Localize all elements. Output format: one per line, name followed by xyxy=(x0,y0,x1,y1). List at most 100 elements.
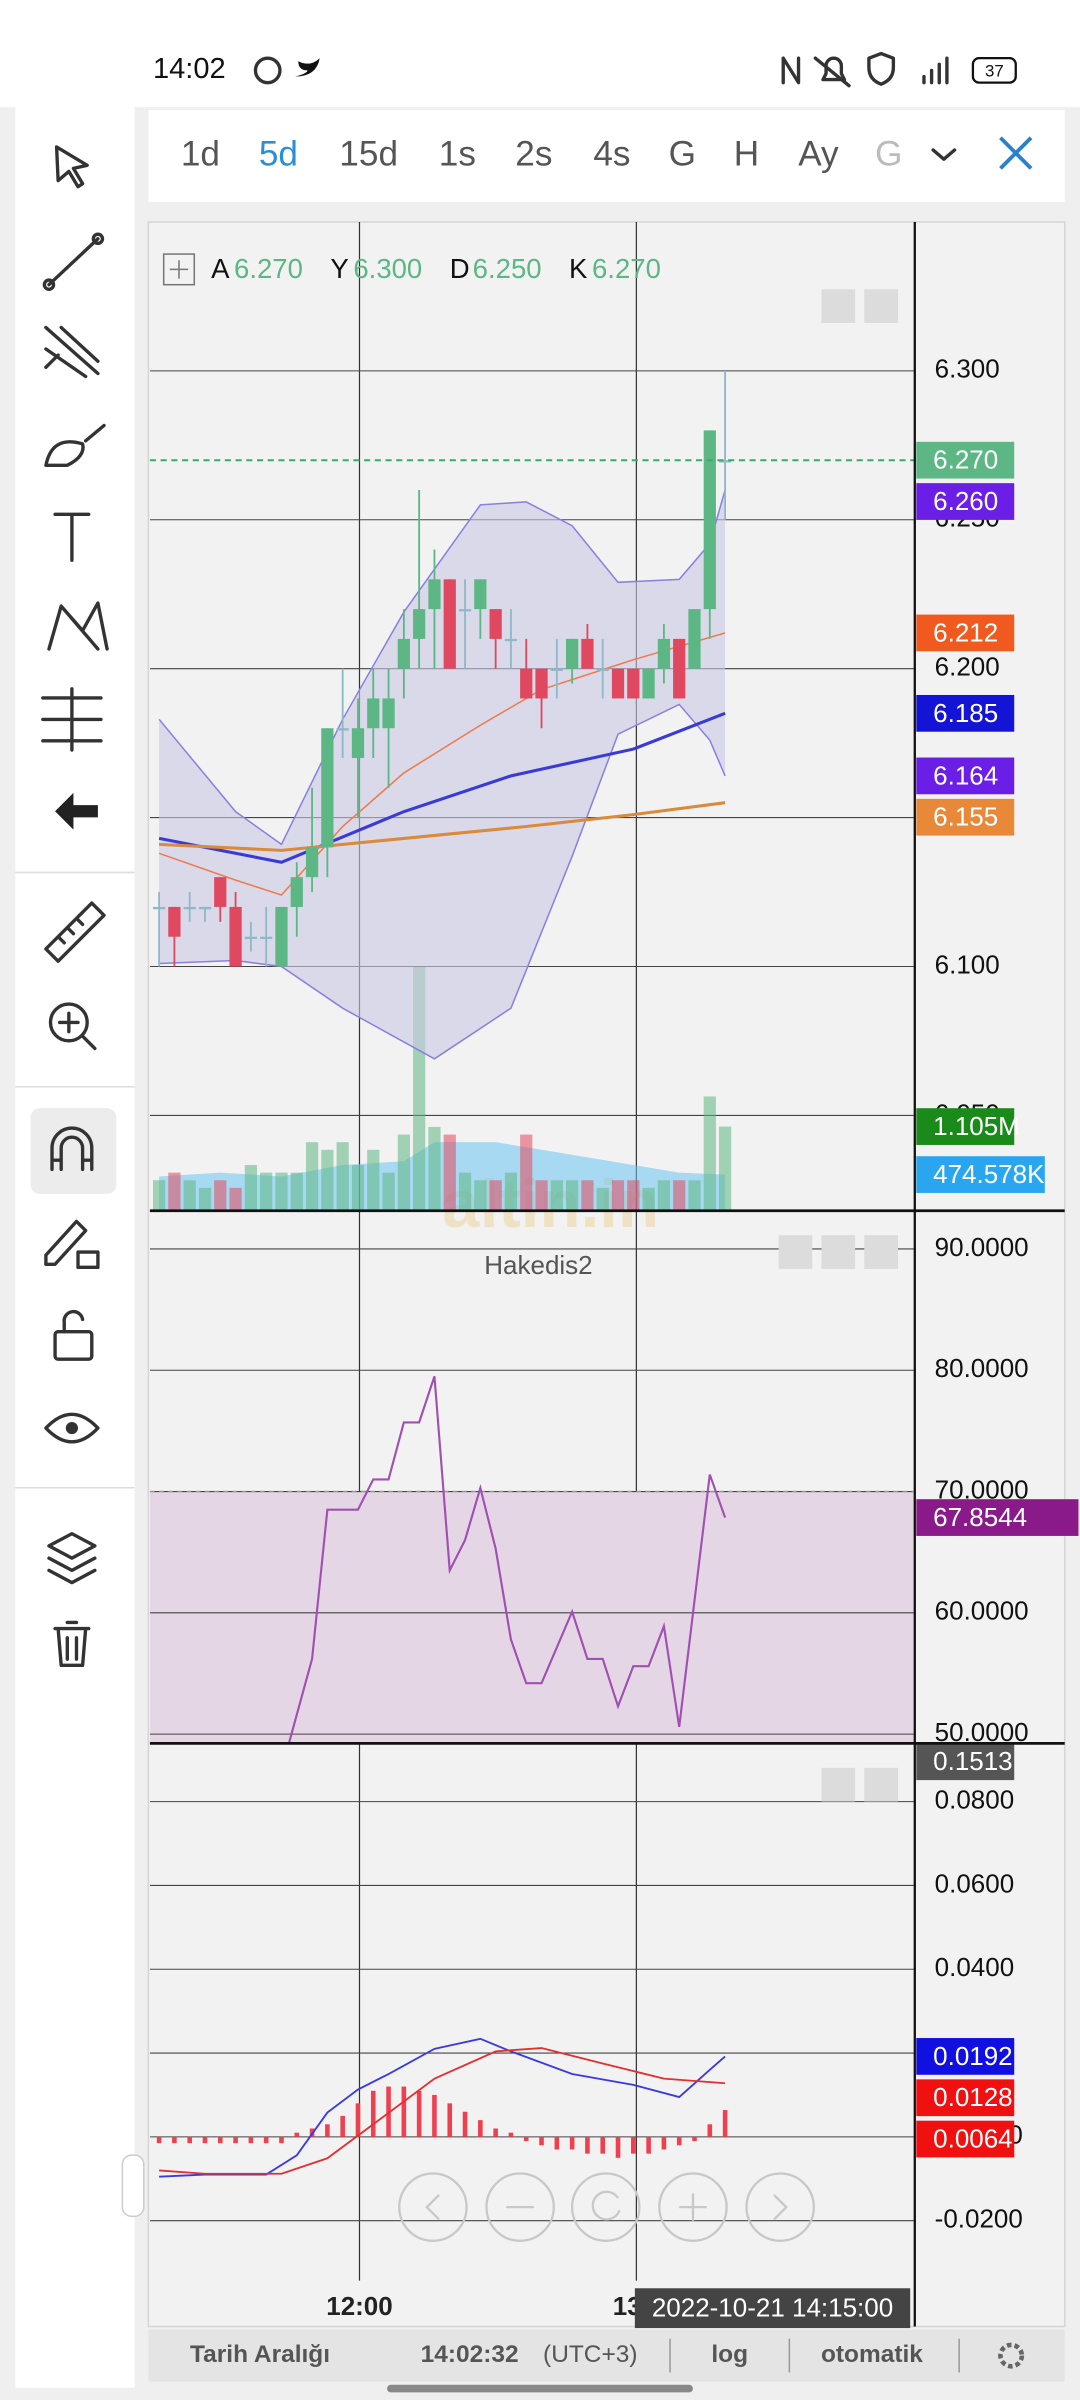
pane-button[interactable] xyxy=(864,1767,898,1802)
indicator-title: Hakedis2 xyxy=(484,1250,592,1280)
back-tool[interactable] xyxy=(55,792,98,830)
pane-button[interactable] xyxy=(821,1767,856,1802)
price-badge xyxy=(916,1108,1015,1145)
auto-toggle[interactable]: otomatik xyxy=(821,2341,923,2368)
eye-tool[interactable] xyxy=(44,1412,100,1444)
timeframe[interactable]: 1d xyxy=(181,134,220,173)
volume-bar xyxy=(504,1172,518,1211)
unlock-tool[interactable] xyxy=(53,1329,94,1361)
pane-button[interactable] xyxy=(778,1235,813,1269)
timeframe[interactable]: G xyxy=(669,134,696,173)
eye-pupil xyxy=(65,1421,79,1435)
histogram-bar xyxy=(294,2132,300,2137)
timeframe[interactable]: 1s xyxy=(439,134,476,173)
histogram-bar xyxy=(325,2124,330,2137)
home-indicator xyxy=(387,2384,693,2393)
twitter-icon xyxy=(295,58,320,77)
volume-bar xyxy=(566,1180,579,1211)
zoom-tool[interactable] xyxy=(48,1002,89,1043)
scroll-right[interactable] xyxy=(745,2172,815,2242)
fork-tool[interactable] xyxy=(44,325,100,379)
status-time: 14:02 xyxy=(153,53,226,85)
legend-toggle[interactable] xyxy=(162,253,196,286)
pattern-tool[interactable] xyxy=(47,601,109,651)
timeframe[interactable]: 15d xyxy=(339,134,398,173)
candle-body xyxy=(214,877,227,907)
clock: 14:02:32 xyxy=(421,2341,519,2368)
pane-button[interactable] xyxy=(864,289,898,323)
timeframe[interactable]: 5d xyxy=(259,134,298,173)
y-tick-label: -0.0200 xyxy=(935,2204,1023,2234)
candle-body xyxy=(596,668,609,671)
collapse-handle[interactable] xyxy=(121,2154,145,2218)
trash-tool[interactable] xyxy=(53,1620,91,1667)
volume-bar xyxy=(627,1180,640,1211)
legend-key: Y xyxy=(330,253,348,284)
brush-tool[interactable] xyxy=(44,423,106,467)
pane-button[interactable] xyxy=(821,1235,856,1269)
histogram-bar xyxy=(493,2128,498,2137)
legend-key: K xyxy=(569,253,588,284)
timeframe[interactable]: 4s xyxy=(593,134,630,173)
pane-button[interactable] xyxy=(864,1235,898,1269)
whatsapp-icon xyxy=(253,56,282,85)
close-button[interactable] xyxy=(999,136,1033,170)
volume-bar xyxy=(275,1172,288,1211)
price-badge-label: 6.185 xyxy=(933,698,998,728)
candle-body xyxy=(168,906,181,937)
scroll-left[interactable] xyxy=(398,2172,468,2242)
price-badge-label: 1.105M xyxy=(933,1111,1020,1141)
date-range[interactable]: Tarih Aralığı xyxy=(190,2341,330,2368)
layers-tool[interactable] xyxy=(47,1531,97,1585)
mute-icon xyxy=(813,56,851,88)
price-badge xyxy=(916,694,1015,732)
candle-body xyxy=(198,906,212,910)
histogram-bar xyxy=(447,2103,453,2137)
battery xyxy=(971,57,1017,84)
text-tool[interactable] xyxy=(53,512,91,562)
ruler-tool[interactable] xyxy=(44,901,106,963)
legend-key: D xyxy=(450,253,470,284)
zoom-out[interactable] xyxy=(485,2172,555,2242)
y-tick-label: 6.200 xyxy=(935,652,1000,682)
candle-body xyxy=(520,668,533,699)
cursor-tool[interactable] xyxy=(54,145,89,189)
line-tool[interactable] xyxy=(47,237,100,287)
timeframe[interactable]: Ay xyxy=(798,134,839,173)
price-badge-label: 6.260 xyxy=(933,486,998,516)
candle-body xyxy=(183,906,196,910)
histogram-bar xyxy=(432,2094,437,2137)
volume-bar xyxy=(336,1142,349,1211)
pane-button[interactable] xyxy=(821,289,856,323)
log-toggle[interactable]: log xyxy=(711,2341,748,2368)
histogram-bar xyxy=(707,2124,713,2137)
magnet-tool[interactable] xyxy=(50,1126,94,1172)
price-badge xyxy=(916,2038,1015,2075)
reset[interactable] xyxy=(570,2172,641,2242)
volume-bar xyxy=(581,1180,594,1211)
measure-tool[interactable] xyxy=(41,687,103,752)
timeframe[interactable]: G xyxy=(875,134,902,173)
bottom-bar xyxy=(148,2329,1065,2382)
pencil-lock-tool[interactable] xyxy=(44,1219,88,1266)
more-timeframes[interactable] xyxy=(931,148,957,161)
zoom-in[interactable] xyxy=(658,2172,728,2242)
histogram-bar xyxy=(569,2136,575,2150)
histogram-bar xyxy=(508,2132,514,2137)
price-badge xyxy=(916,2079,1015,2117)
volume-bar xyxy=(443,1134,456,1211)
timeframe[interactable]: 2s xyxy=(515,134,552,173)
settings[interactable] xyxy=(998,2342,1025,2369)
status-bar xyxy=(0,0,1080,108)
volume-bar xyxy=(305,1142,319,1211)
candle-body xyxy=(627,668,640,699)
candle-body xyxy=(336,728,349,731)
volume-bar xyxy=(474,1180,487,1211)
pane xyxy=(149,1248,915,1744)
timeframe[interactable]: H xyxy=(734,134,759,173)
legend-value: 6.300 xyxy=(353,253,422,284)
price-badge-label: 474.578K xyxy=(933,1159,1045,1189)
candle-body xyxy=(458,609,472,612)
